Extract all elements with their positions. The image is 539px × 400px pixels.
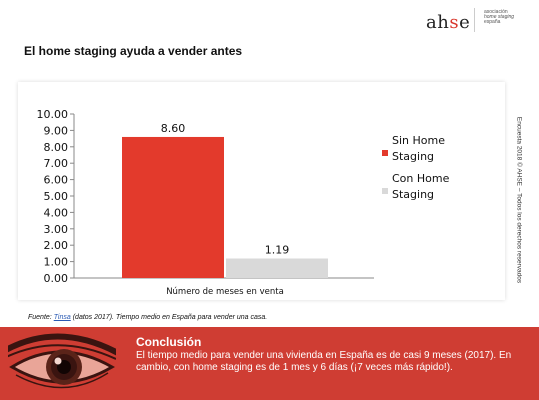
brand-name-suffix: e — [459, 12, 471, 33]
conclusion-band: Conclusión El tiempo medio para vender u… — [0, 327, 539, 400]
copyright-note: Encuesta 2018 © AHSE – Todos los derecho… — [513, 105, 525, 295]
brand-name-prefix: ah — [426, 12, 450, 33]
eye-icon — [8, 333, 116, 389]
data-label: 1.19 — [265, 243, 290, 256]
brand-subtitle: asociación home staging españa — [484, 10, 514, 25]
legend-label: Staging — [392, 150, 434, 163]
x-category-label: Número de meses en venta — [166, 287, 284, 297]
brand-sub-line2: home staging — [484, 14, 515, 20]
brand-divider — [474, 8, 475, 32]
bar-chart: 0.00 1.00 2.00 3.00 4.00 5.00 6.00 7.00 8.00 9.00… — [37, 108, 450, 297]
source-line: Fuente: Tinsa (datos 2017). Tiempo medio… — [28, 314, 267, 321]
brand-sub-line1: asociación — [484, 9, 508, 15]
y-tick-label: 5.00 — [44, 190, 69, 203]
brand-logo: ahse — [426, 12, 470, 33]
brand-sub-line3: españa — [484, 19, 501, 25]
y-tick-label: 7.00 — [44, 157, 69, 170]
chart-panel: 0.00 1.00 2.00 3.00 4.00 5.00 6.00 7.00 8.00 9.00… — [18, 82, 505, 300]
legend-swatch — [382, 188, 388, 194]
y-tick-label: 3.00 — [44, 223, 69, 236]
y-tick-label: 10.00 — [37, 108, 69, 121]
conclusion-title: Conclusión — [136, 335, 202, 349]
source-prefix: Fuente: — [28, 314, 52, 321]
legend-label: Sin Home — [392, 134, 445, 147]
legend-label: Con Home — [392, 172, 450, 185]
y-tick-label: 0.00 — [44, 272, 69, 285]
y-tick-label: 2.00 — [44, 239, 69, 252]
bar — [226, 258, 328, 278]
source-link[interactable]: Tinsa — [53, 314, 71, 321]
y-tick-label: 1.00 — [44, 256, 69, 269]
legend-label: Staging — [392, 188, 434, 201]
legend-swatch — [382, 150, 388, 156]
y-tick-label: 9.00 — [44, 124, 69, 137]
bar — [122, 136, 224, 278]
y-tick-label: 6.00 — [44, 174, 69, 187]
source-suffix: (datos 2017). Tiempo medio en España par… — [72, 314, 268, 321]
conclusion-text: El tiempo medio para vender una vivienda… — [136, 350, 512, 373]
y-tick-label: 4.00 — [44, 206, 69, 219]
brand-name-accent: s — [449, 12, 460, 33]
y-tick-label: 8.00 — [44, 141, 69, 154]
copyright-note-text: Encuesta 2018 © AHSE – Todos los derecho… — [515, 116, 523, 284]
data-label: 8.60 — [161, 122, 186, 135]
page-title: El home staging ayuda a vender antes — [24, 44, 243, 58]
